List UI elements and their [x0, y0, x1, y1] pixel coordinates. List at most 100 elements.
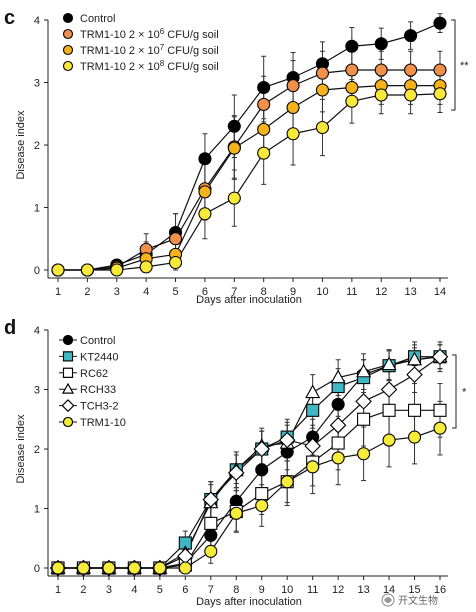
y-axis-label: Disease index [15, 110, 27, 180]
data-point-series-5 [255, 498, 269, 513]
panel-d-significance: * [452, 354, 467, 429]
data-point-series-5 [280, 475, 294, 489]
y-tick-label: 2 [34, 140, 40, 152]
data-point-series-5 [204, 544, 218, 558]
x-tick-label: 5 [172, 286, 178, 298]
legend-marker-front-4 [61, 399, 75, 413]
data-point-series-5 [102, 561, 116, 575]
data-point-series-1 [315, 66, 330, 80]
data-point-series-1 [257, 97, 271, 111]
x-tick-label: 6 [202, 286, 208, 298]
data-point-series-2 [315, 83, 330, 97]
data-point-series-4 [380, 381, 398, 398]
x-tick-label: 15 [408, 584, 420, 596]
y-tick-label: 4 [34, 15, 40, 27]
legend-label-2: TRM1-10 2 × 107 CFU/g soil [80, 43, 219, 57]
x-tick-label: 7 [231, 286, 237, 298]
data-point-series-4 [304, 437, 321, 455]
x-tick-label: 16 [434, 584, 446, 596]
x-tick-label: 3 [114, 286, 120, 298]
legend-label-3: RCH33 [80, 384, 116, 396]
data-point-series-3 [381, 356, 397, 371]
y-axis-label: Disease index [15, 414, 27, 484]
panel-d-legend: Control KT2440 RC62 RCH33 TCH3-2 TRM1-10 [59, 334, 126, 429]
x-tick-label: 11 [346, 286, 357, 298]
y-tick-label: 0 [34, 265, 40, 277]
significance-bracket [451, 19, 456, 111]
data-point-series-2 [198, 185, 212, 199]
panel-c-markers [51, 16, 447, 277]
data-point-series-3 [168, 255, 183, 270]
data-point-series-3 [345, 94, 359, 108]
significance-bracket [452, 354, 457, 429]
data-point-series-0 [257, 80, 271, 95]
data-point-series-5 [357, 447, 371, 461]
x-tick-label: 13 [404, 286, 416, 298]
x-tick-label: 1 [55, 584, 61, 596]
data-point-series-2 [255, 487, 269, 501]
data-point-series-5 [306, 460, 320, 474]
data-point-series-5 [229, 506, 243, 520]
x-tick-label: 14 [383, 584, 395, 596]
data-point-series-3 [286, 127, 300, 141]
y-tick-label: 1 [34, 504, 40, 516]
data-point-series-2 [227, 141, 241, 155]
data-point-series-3 [80, 263, 94, 277]
legend-marker-front-1 [62, 351, 74, 362]
x-tick-label: 12 [375, 286, 387, 298]
x-tick-label: 8 [233, 584, 239, 596]
x-tick-label: 3 [106, 584, 112, 596]
legend-label-2: RC62 [80, 368, 108, 380]
data-point-series-2 [257, 122, 271, 136]
y-tick-label: 2 [34, 444, 40, 456]
watermark: 开文生物 [381, 593, 438, 607]
x-tick-label: 10 [281, 584, 293, 596]
data-point-series-5 [331, 451, 345, 465]
data-point-series-0 [331, 397, 345, 411]
data-point-series-4 [202, 491, 220, 508]
panel-c-letter: c [4, 7, 15, 29]
data-point-series-5 [407, 430, 422, 444]
x-tick-label: 12 [332, 584, 344, 596]
legend-marker-2 [62, 44, 74, 56]
data-point-series-5 [76, 561, 91, 575]
data-point-series-0 [433, 16, 447, 30]
data-point-series-3 [305, 384, 321, 399]
data-point-series-3 [257, 146, 271, 160]
data-point-series-3 [110, 263, 124, 277]
x-tick-label: 8 [261, 286, 267, 298]
data-point-series-1 [374, 63, 388, 77]
significance-label: ** [460, 60, 469, 72]
legend-marker-front-5 [62, 416, 74, 428]
legend-label-0: Control [80, 13, 115, 25]
data-point-series-3 [433, 87, 447, 101]
panel-d-series-lines [58, 356, 441, 569]
legend-marker-0 [62, 12, 74, 24]
data-point-series-2 [331, 436, 345, 450]
legend-marker-front-2 [62, 367, 74, 378]
x-tick-label: 9 [290, 286, 296, 298]
data-point-series-0 [404, 29, 418, 43]
series-line-5 [58, 427, 441, 569]
x-tick-label: 2 [84, 286, 90, 298]
x-tick-label: 10 [316, 286, 328, 298]
data-point-series-1 [404, 63, 418, 77]
data-point-series-3 [315, 120, 330, 135]
x-tick-label: 9 [259, 584, 265, 596]
legend-label-1: TRM1-10 2 × 106 CFU/g soil [80, 27, 219, 41]
data-point-series-4 [253, 440, 271, 458]
data-point-series-0 [374, 37, 388, 51]
legend-label-5: TRM1-10 [80, 417, 126, 429]
legend-label-4: TCH3-2 [80, 401, 119, 413]
data-point-series-4 [278, 431, 296, 449]
data-point-series-3 [139, 260, 153, 274]
legend-label-3: TRM1-10 2 × 108 CFU/g soil [80, 59, 219, 73]
data-point-series-5 [382, 433, 396, 447]
x-tick-label: 6 [182, 584, 188, 596]
data-point-series-5 [433, 421, 447, 435]
